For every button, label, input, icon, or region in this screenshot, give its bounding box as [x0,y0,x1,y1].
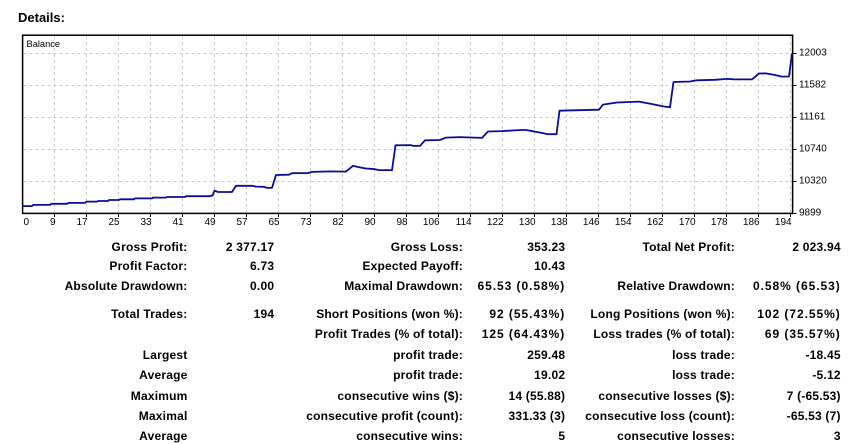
svg-text:73: 73 [300,217,312,228]
svg-text:82: 82 [332,217,344,228]
svg-text:57: 57 [236,217,248,228]
svg-text:98: 98 [396,217,408,228]
svg-text:170: 170 [679,217,696,228]
svg-text:186: 186 [743,217,760,228]
svg-text:178: 178 [711,217,728,228]
svg-text:10740: 10740 [799,143,827,154]
svg-text:49: 49 [204,217,216,228]
svg-text:90: 90 [364,217,376,228]
svg-text:11161: 11161 [799,111,826,122]
svg-text:25: 25 [108,217,120,228]
svg-text:162: 162 [647,217,664,228]
svg-text:138: 138 [551,217,568,228]
svg-text:41: 41 [172,217,184,228]
svg-text:17: 17 [76,217,88,228]
svg-text:146: 146 [583,217,600,228]
svg-text:10320: 10320 [799,175,827,186]
svg-text:154: 154 [615,217,632,228]
svg-text:130: 130 [519,217,536,228]
svg-text:12003: 12003 [799,47,827,58]
svg-text:9: 9 [50,217,56,228]
svg-text:9899: 9899 [799,207,822,218]
svg-text:106: 106 [423,217,440,228]
svg-text:194: 194 [775,217,792,228]
svg-text:122: 122 [487,217,504,228]
svg-text:0: 0 [24,217,30,228]
svg-text:65: 65 [268,217,280,228]
svg-text:33: 33 [140,217,152,228]
svg-text:11582: 11582 [799,79,827,90]
svg-text:114: 114 [456,217,472,228]
svg-text:Balance: Balance [27,39,61,49]
